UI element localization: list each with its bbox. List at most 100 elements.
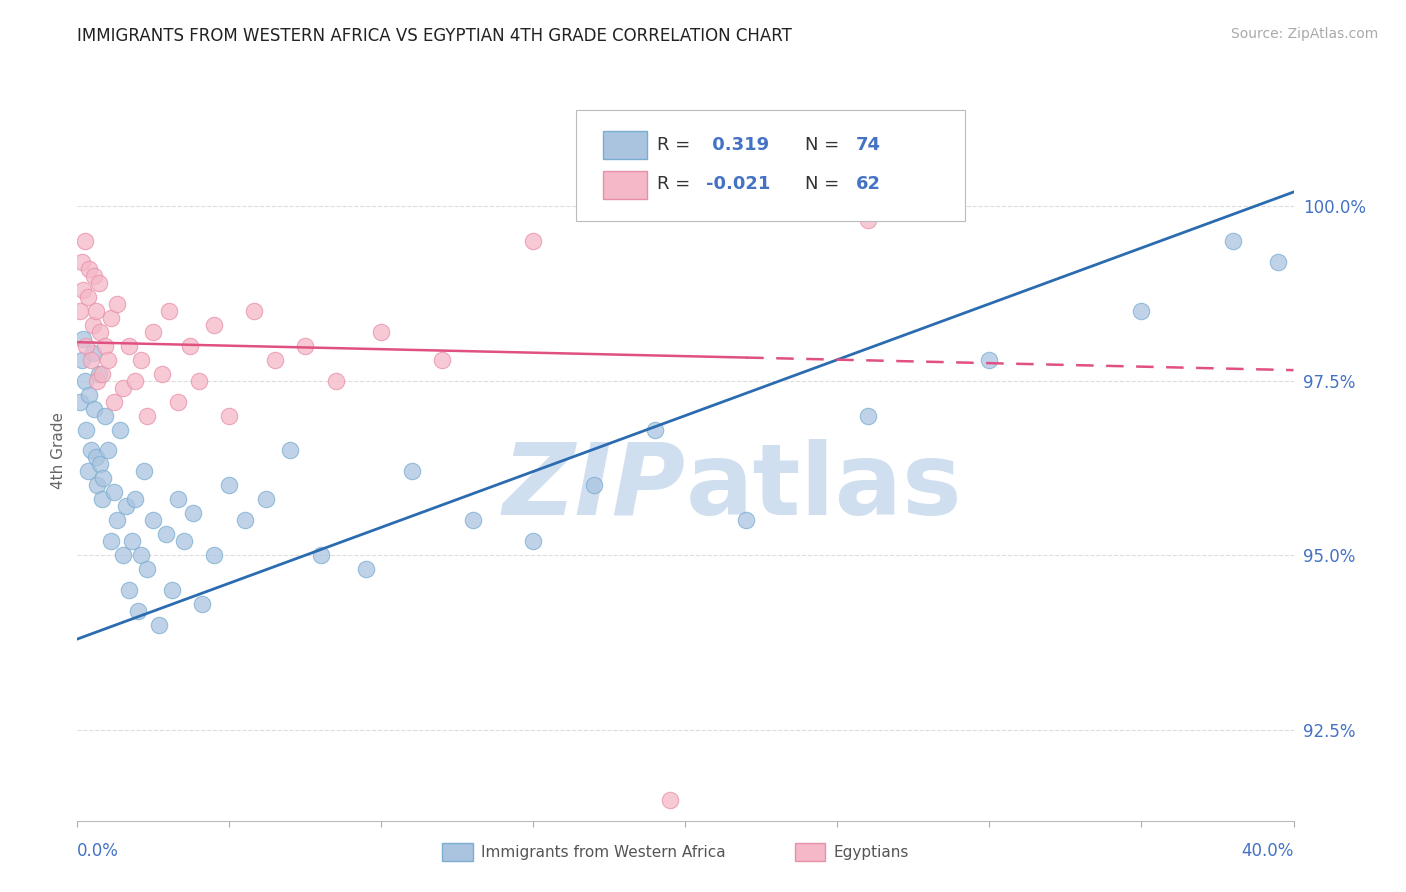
Point — [160, 583, 183, 598]
Point — [75, 423, 97, 437]
Point — [166, 394, 188, 409]
Point — [93, 409, 115, 423]
Point — [461, 513, 484, 527]
Point — [191, 597, 214, 611]
Text: 0.0%: 0.0% — [77, 841, 120, 860]
Point — [264, 352, 287, 367]
Point — [82, 318, 104, 332]
Point — [83, 401, 105, 416]
Point — [90, 492, 112, 507]
Point — [1130, 303, 1153, 318]
Point — [309, 548, 332, 562]
Point — [83, 268, 105, 283]
Text: N =: N = — [804, 136, 845, 154]
Text: ZIP: ZIP — [502, 439, 686, 536]
Point — [80, 352, 103, 367]
Point — [69, 303, 91, 318]
Point — [278, 443, 301, 458]
Point — [70, 255, 93, 269]
Point — [242, 303, 264, 318]
Point — [86, 374, 108, 388]
Point — [80, 443, 103, 458]
Point — [202, 548, 225, 562]
Point — [87, 367, 110, 381]
Point — [89, 325, 111, 339]
Bar — [603, 131, 647, 160]
Point — [179, 339, 201, 353]
Point — [325, 374, 347, 388]
Text: N =: N = — [804, 175, 845, 193]
Point — [97, 443, 120, 458]
Point — [583, 478, 606, 492]
Text: -0.021: -0.021 — [706, 175, 770, 193]
Point — [644, 423, 666, 437]
Text: Immigrants from Western Africa: Immigrants from Western Africa — [481, 845, 725, 860]
Bar — [441, 843, 472, 862]
Point — [105, 513, 128, 527]
Point — [127, 604, 149, 618]
Point — [522, 234, 544, 248]
Point — [69, 394, 91, 409]
Point — [75, 339, 97, 353]
Point — [90, 367, 112, 381]
Point — [294, 339, 316, 353]
Point — [124, 374, 146, 388]
Text: Egyptians: Egyptians — [834, 845, 910, 860]
Point — [401, 464, 423, 478]
Point — [103, 394, 125, 409]
Point — [72, 283, 94, 297]
FancyBboxPatch shape — [576, 110, 965, 221]
Text: R =: R = — [658, 136, 696, 154]
Point — [100, 310, 122, 325]
Point — [84, 303, 107, 318]
Point — [87, 276, 110, 290]
Point — [1267, 255, 1289, 269]
Point — [659, 793, 682, 807]
Text: IMMIGRANTS FROM WESTERN AFRICA VS EGYPTIAN 4TH GRADE CORRELATION CHART: IMMIGRANTS FROM WESTERN AFRICA VS EGYPTI… — [77, 27, 792, 45]
Text: 74: 74 — [856, 136, 880, 154]
Text: R =: R = — [658, 175, 696, 193]
Point — [1222, 234, 1244, 248]
Text: atlas: atlas — [686, 439, 962, 536]
Point — [84, 450, 107, 465]
Point — [73, 234, 96, 248]
Point — [121, 534, 143, 549]
Point — [354, 562, 377, 576]
Bar — [794, 843, 825, 862]
Point — [111, 548, 134, 562]
Text: 62: 62 — [856, 175, 880, 193]
Point — [157, 303, 180, 318]
Point — [70, 352, 93, 367]
Text: 40.0%: 40.0% — [1241, 841, 1294, 860]
Point — [166, 492, 188, 507]
Point — [91, 471, 114, 485]
Point — [136, 562, 159, 576]
Point — [118, 339, 141, 353]
Point — [152, 367, 174, 381]
Point — [129, 548, 152, 562]
Point — [173, 534, 195, 549]
Point — [254, 492, 277, 507]
Text: 0.319: 0.319 — [706, 136, 769, 154]
Point — [155, 527, 177, 541]
Point — [103, 485, 125, 500]
Point — [136, 409, 159, 423]
Point — [613, 185, 636, 199]
Point — [218, 409, 240, 423]
Point — [108, 423, 131, 437]
Point — [148, 618, 170, 632]
Point — [430, 352, 453, 367]
Point — [77, 290, 100, 304]
Point — [115, 500, 138, 514]
Bar — [603, 170, 647, 199]
Point — [218, 478, 240, 492]
Point — [233, 513, 256, 527]
Point — [856, 213, 879, 227]
Point — [134, 464, 156, 478]
Point — [735, 164, 758, 178]
Point — [142, 513, 165, 527]
Point — [72, 332, 94, 346]
Point — [73, 374, 96, 388]
Point — [105, 297, 128, 311]
Point — [89, 458, 111, 472]
